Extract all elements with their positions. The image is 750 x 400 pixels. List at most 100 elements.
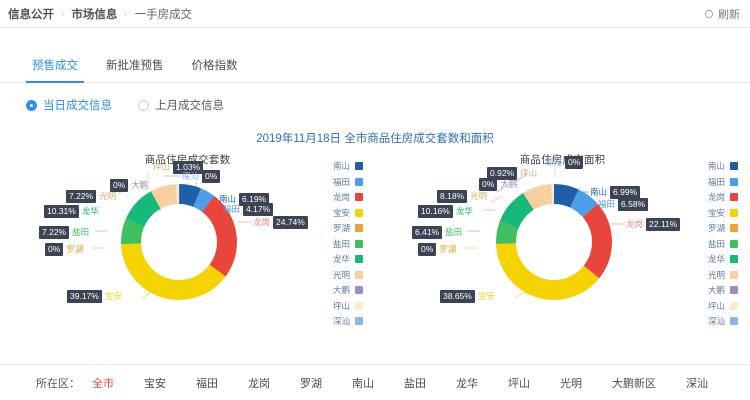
legend-label: 深汕 [707, 316, 725, 326]
legend-swatch-icon [355, 255, 363, 263]
legend-item-baoan[interactable]: 宝安 [333, 207, 363, 219]
legend-swatch-icon [730, 224, 738, 232]
radio-today-deals[interactable]: 当日成交信息 [26, 97, 112, 113]
donut-svg-units [121, 184, 237, 300]
legend-item-longhua[interactable]: 龙华 [708, 253, 738, 265]
donut-slice-baoan[interactable] [121, 184, 237, 300]
legend-label: 龙岗 [707, 192, 725, 202]
legend-swatch-icon [730, 301, 738, 310]
legend-item-dapeng[interactable]: 大鹏 [333, 284, 363, 296]
legend-swatch-icon [355, 193, 363, 201]
label-baoan-units: 宝安 39.17% [67, 290, 122, 303]
filter-option-nanshan[interactable]: 南山 [352, 377, 374, 390]
legend-item-nanshan[interactable]: 南山 [333, 160, 363, 172]
legend-item-futian[interactable]: 福田 [708, 176, 738, 188]
chart-main-title: 2019年11月18日 全市商品住房成交套数和面积 [256, 133, 494, 145]
filter-option-guangming[interactable]: 光明 [560, 377, 582, 390]
legend-label: 南山 [332, 161, 350, 171]
legend-item-pingshan[interactable]: 坪山 [708, 300, 738, 312]
breadcrumb-item-2[interactable]: 市场信息 [71, 8, 118, 21]
donut-slice-baoan[interactable] [496, 184, 612, 300]
legend-swatch-icon [730, 177, 738, 186]
refresh-button-label: 刷新 [718, 8, 740, 21]
filter-option-dapengxinqu[interactable]: 大鹏新区 [612, 377, 656, 390]
legend-swatch-icon [730, 193, 738, 201]
label-shenshan-area: 深汕 0% [545, 156, 584, 169]
legend-item-futian[interactable]: 福田 [333, 176, 363, 188]
filter-option-yantian[interactable]: 盐田 [404, 377, 426, 390]
breadcrumb-item-1[interactable]: 信息公开 [8, 8, 54, 21]
legend-swatch-icon [355, 286, 363, 294]
legend-item-dapeng[interactable]: 大鹏 [708, 284, 738, 296]
filter-option-shenshan[interactable]: 深汕 [686, 377, 708, 390]
filter-option-futian[interactable]: 福田 [196, 377, 218, 390]
donut-slice-pingshan[interactable] [121, 184, 237, 300]
legend-item-baoan[interactable]: 宝安 [708, 207, 738, 219]
label-futian-units: 福田 4.17% [223, 203, 274, 216]
refresh-button[interactable]: 刷新 [704, 6, 740, 22]
label-guangming-units: 光明 7.22% [66, 190, 116, 203]
legend-swatch-icon [355, 239, 363, 248]
legend-item-guangming[interactable]: 光明 [708, 269, 738, 281]
legend-label: 盐田 [707, 238, 725, 249]
donut-slice-yantian[interactable] [121, 184, 237, 300]
chart-panel-units: 商品住房成交套数 [0, 152, 375, 340]
legend-item-shenshan[interactable]: 深汕 [333, 315, 363, 327]
breadcrumb: 信息公开 › 市场信息 › 一手房成交 刷新 [0, 0, 750, 28]
legend-swatch-icon [355, 317, 363, 325]
legend-label: 大鹏 [332, 285, 350, 295]
label-luohu-units: 罗湖 0% [45, 243, 83, 256]
radio-last-month-deals-label: 上月成交信息 [155, 100, 224, 112]
legend-item-guangming[interactable]: 光明 [333, 269, 363, 281]
legend-item-luohu[interactable]: 罗湖 [708, 222, 738, 234]
breadcrumb-item-3: 一手房成交 [134, 8, 193, 21]
filter-option-luohu[interactable]: 罗湖 [300, 377, 322, 390]
label-nanshan-area: 南山 6.99% [590, 186, 641, 199]
chart-panel-area: 商品住房成交面积 [375, 152, 750, 340]
legend-label: 宝安 [707, 207, 725, 218]
legend-item-nanshan[interactable]: 南山 [708, 160, 738, 172]
donut-slice-longgang[interactable] [121, 184, 237, 300]
legend-item-pingshan[interactable]: 坪山 [333, 300, 363, 312]
radio-group-period: 当日成交信息 上月成交信息 [0, 83, 750, 113]
tab-new-approved-presale[interactable]: 新批准预售 [106, 60, 164, 72]
tab-presale-deals[interactable]: 预售成交 [18, 57, 92, 83]
label-longhua-area: 龙华 10.16% [418, 205, 473, 218]
legend-label: 龙华 [332, 254, 350, 264]
refresh-circle-icon [704, 9, 714, 19]
radio-last-month-deals[interactable]: 上月成交信息 [138, 97, 224, 113]
tab-price-index[interactable]: 价格指数 [191, 60, 238, 72]
radio-dot-icon [26, 99, 37, 111]
legend-item-yantian[interactable]: 盐田 [708, 238, 738, 250]
district-filter-label: 所在区： [36, 377, 80, 390]
leader-lines-area [465, 166, 625, 299]
label-luohu-area: 罗湖 0% [418, 243, 456, 256]
radio-today-deals-label: 当日成交信息 [43, 100, 112, 112]
legend-item-yantian[interactable]: 盐田 [333, 238, 363, 250]
legend-label: 南山 [707, 161, 725, 171]
legend-item-longhua[interactable]: 龙华 [333, 253, 363, 265]
filter-option-longhua[interactable]: 龙华 [456, 377, 478, 390]
legend-swatch-icon [730, 208, 738, 217]
legend-label: 坪山 [707, 300, 725, 311]
legend-label: 坪山 [332, 300, 350, 311]
filter-option-baoan[interactable]: 宝安 [144, 377, 166, 390]
legend-label: 龙岗 [332, 192, 350, 202]
legend-swatch-icon [730, 286, 738, 294]
label-guangming-area: 光明 8.18% [437, 190, 487, 203]
legend-item-shenshan[interactable]: 深汕 [708, 315, 738, 327]
chevron-right-icon: › [61, 8, 65, 19]
donut-slice-pingshan[interactable] [496, 184, 612, 300]
legend-item-longgang[interactable]: 龙岗 [708, 191, 738, 203]
filter-option-longgang[interactable]: 龙岗 [248, 377, 270, 390]
chevron-right-icon: › [124, 8, 128, 19]
legend-item-longgang[interactable]: 龙岗 [333, 191, 363, 203]
filter-option-pingshan[interactable]: 坪山 [508, 377, 530, 390]
label-nanshan-units: 南山 6.19% [219, 193, 270, 206]
donut-slice-longgang[interactable] [496, 184, 612, 300]
filter-option-quanshi[interactable]: 全市 [92, 377, 114, 390]
label-dapeng-area: 大鹏 0% [479, 178, 517, 191]
donut-slice-yantian[interactable] [496, 184, 612, 300]
chart-title-area: 商品住房成交面积 [519, 154, 606, 166]
legend-item-luohu[interactable]: 罗湖 [333, 222, 363, 234]
